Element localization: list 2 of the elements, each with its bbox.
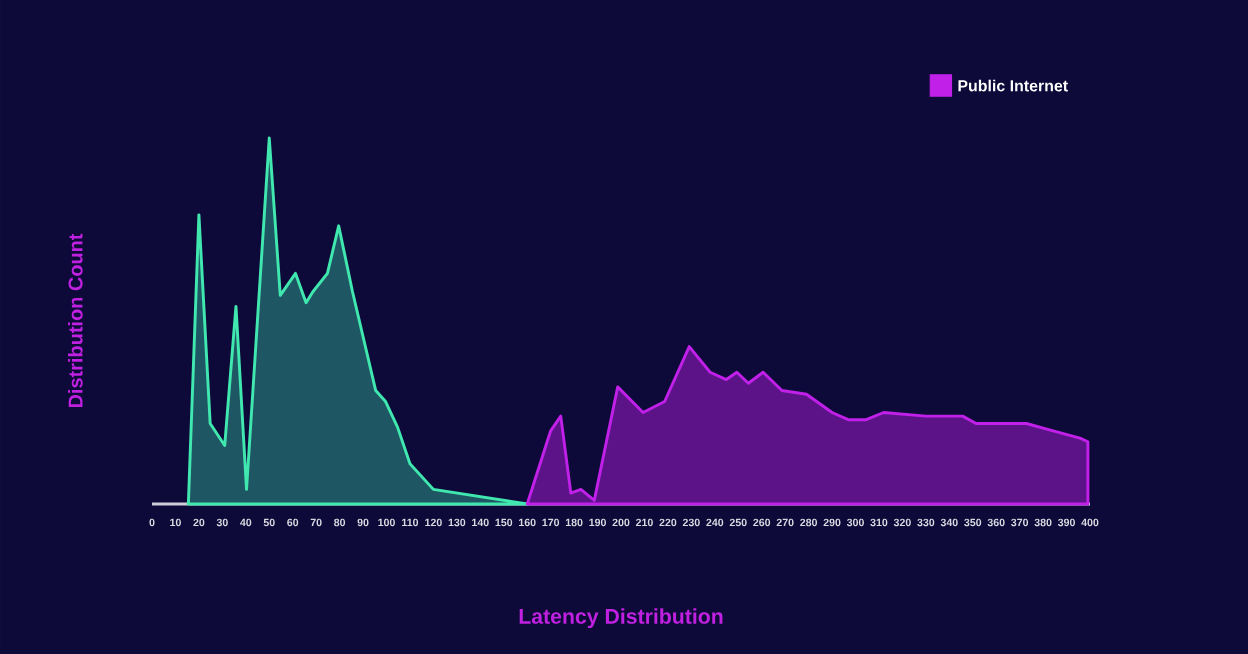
x-axis-title: Latency Distribution: [519, 608, 723, 629]
y-axis-title: Distribution Count: [68, 233, 83, 408]
